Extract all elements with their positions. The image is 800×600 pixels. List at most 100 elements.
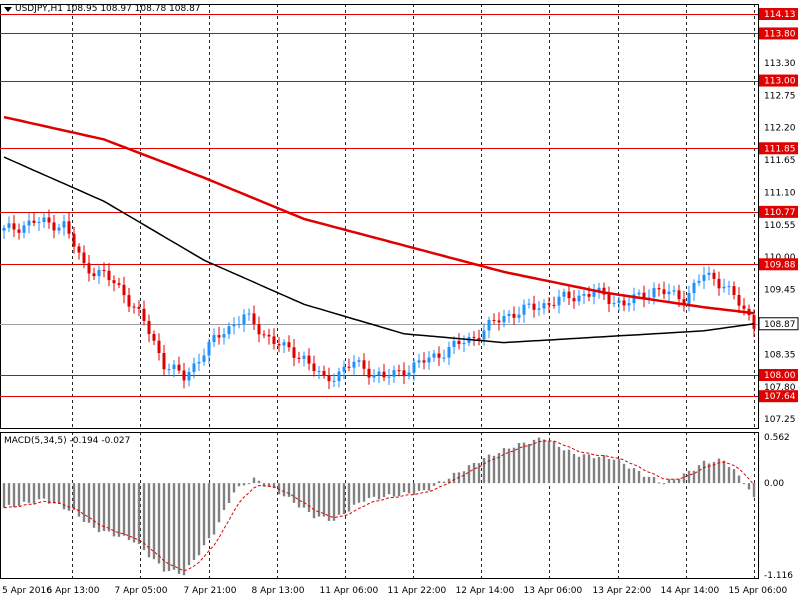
- x-tick-label: 13 Apr 22:00: [593, 586, 652, 596]
- macd-histogram-bar: [97, 483, 101, 533]
- macd-histogram-bar: [427, 483, 431, 491]
- candle-body: [182, 370, 186, 381]
- macd-histogram-bar: [542, 439, 546, 484]
- candle-body: [662, 289, 666, 295]
- macd-histogram-bar: [472, 462, 476, 484]
- macd-histogram-bar: [712, 462, 716, 484]
- macd-histogram-bar: [127, 483, 131, 541]
- candle-body: [312, 363, 316, 372]
- candle-body: [562, 291, 566, 297]
- y-tick-label: 110.00: [764, 253, 796, 263]
- candle-body: [697, 280, 701, 283]
- macd-histogram-bar: [397, 483, 401, 497]
- candle-body: [217, 335, 221, 338]
- macd-histogram-bar: [267, 483, 271, 487]
- level-price-label: 113.00: [764, 77, 796, 87]
- macd-histogram-bar: [737, 475, 741, 484]
- candle-body: [127, 295, 131, 307]
- candle-body: [497, 320, 501, 323]
- candle-body: [287, 342, 291, 348]
- macd-histogram-bar: [142, 483, 146, 551]
- candle-body: [22, 225, 26, 233]
- macd-histogram-bar: [717, 458, 721, 484]
- macd-histogram-bar: [22, 483, 26, 502]
- macd-histogram-bar: [217, 483, 221, 523]
- candle-body: [252, 313, 256, 325]
- macd-histogram-bar: [192, 483, 196, 561]
- macd-histogram-bar: [322, 483, 326, 517]
- macd-histogram-bar: [47, 483, 51, 504]
- macd-histogram-bar: [732, 469, 736, 484]
- level-price-label: 108.00: [764, 371, 796, 381]
- candle-body: [392, 370, 396, 377]
- price-frame: [0, 4, 759, 429]
- x-tick-label: 13 Apr 06:00: [524, 586, 583, 596]
- candle-body: [47, 217, 51, 223]
- macd-histogram-bar: [702, 460, 706, 484]
- macd-histogram-bar: [442, 481, 446, 484]
- macd-histogram-bar: [277, 483, 281, 495]
- macd-histogram-bar: [492, 455, 496, 484]
- macd-histogram-bar: [527, 443, 531, 484]
- candle-body: [442, 357, 446, 359]
- macd-histogram-bar: [17, 483, 21, 506]
- macd-histogram-bar: [657, 482, 661, 484]
- macd-histogram-bar: [212, 483, 216, 535]
- macd-histogram-bar: [562, 450, 566, 484]
- candle-body: [352, 361, 356, 368]
- macd-histogram-bar: [627, 468, 631, 484]
- macd-histogram-bar: [297, 483, 301, 508]
- x-tick-label: 7 Apr 05:00: [115, 586, 168, 596]
- macd-histogram-bar: [102, 483, 106, 531]
- candle-body: [7, 223, 11, 228]
- macd-histogram-bar: [257, 480, 261, 484]
- candle-body: [322, 370, 326, 376]
- macd-histogram-bar: [147, 483, 151, 558]
- macd-y-tick-label: -1.116: [764, 571, 793, 581]
- macd-histogram-bar: [292, 483, 296, 503]
- candle-body: [137, 306, 141, 309]
- candle-body: [607, 294, 611, 305]
- macd-histogram-bar: [647, 476, 651, 484]
- candle-body: [77, 246, 81, 253]
- macd-histogram-bar: [672, 479, 676, 484]
- level-price-label: 109.88: [764, 260, 796, 270]
- macd-histogram-bar: [747, 483, 751, 490]
- macd-histogram-bar: [27, 483, 31, 503]
- dropdown-triangle-icon[interactable]: [4, 6, 12, 12]
- candle-body: [227, 326, 231, 335]
- macd-histogram-bar: [302, 483, 306, 508]
- candle-body: [87, 263, 91, 274]
- level-price-box: [759, 74, 798, 87]
- macd-histogram-bar: [2, 483, 6, 508]
- macd-histogram-bar: [687, 470, 691, 484]
- macd-histogram-bar: [107, 483, 111, 532]
- level-price-box: [759, 205, 798, 218]
- macd-histogram-bar: [487, 454, 491, 484]
- candle-body: [222, 334, 226, 338]
- x-tick-label: 11 Apr 22:00: [388, 586, 447, 596]
- macd-histogram-bar: [452, 472, 456, 484]
- candle-body: [527, 303, 531, 305]
- macd-histogram-bar: [237, 483, 241, 487]
- candle-body: [722, 286, 726, 289]
- candle-body: [132, 306, 136, 308]
- macd-title: MACD(5,34,5) -0.194 -0.027: [4, 436, 131, 446]
- candle-body: [407, 372, 411, 377]
- macd-histogram-bar: [652, 477, 656, 484]
- candle-body: [502, 316, 506, 323]
- candle-body: [602, 287, 606, 295]
- macd-histogram-bar: [167, 483, 171, 572]
- candle-body: [242, 314, 246, 325]
- candle-body: [632, 294, 636, 304]
- macd-histogram-bar: [207, 483, 211, 539]
- candle-body: [302, 355, 306, 359]
- macd-histogram-bar: [242, 483, 246, 486]
- candle-body: [337, 371, 341, 382]
- candle-body: [122, 284, 126, 296]
- level-price-box: [759, 8, 798, 21]
- macd-histogram-bar: [42, 483, 46, 499]
- macd-histogram-bar: [432, 483, 436, 486]
- macd-histogram-bar: [7, 483, 11, 505]
- candle-body: [97, 270, 101, 277]
